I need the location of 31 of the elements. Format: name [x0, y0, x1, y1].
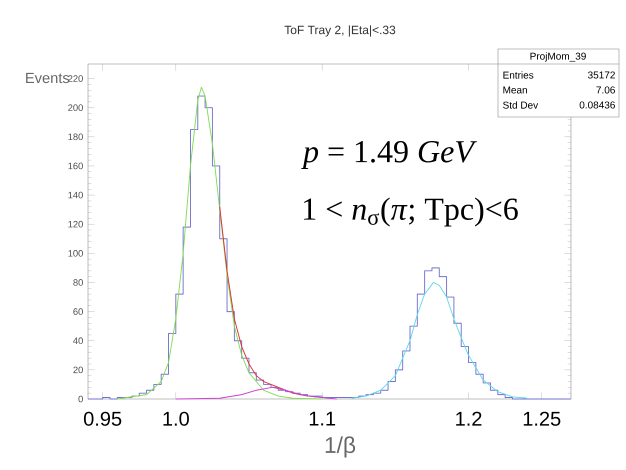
annotation: Std Dev: [503, 101, 538, 109]
y-tick-label: 100: [68, 250, 83, 257]
y-tick-label: 40: [73, 337, 83, 344]
y-tick-label: 0: [78, 396, 83, 402]
y-tick-label: 140: [68, 192, 83, 198]
line-series: [175, 386, 338, 400]
y-tick-label: 160: [68, 162, 83, 170]
x-tick-label: 1.2: [456, 412, 482, 426]
line-series: [350, 282, 528, 399]
y-tick-label: 120: [68, 220, 83, 228]
text: 0.08436: [580, 101, 615, 109]
y-tick-label: 200: [68, 104, 83, 111]
text: ProjMom_39: [530, 52, 586, 62]
y-tick-label: 220: [68, 75, 83, 82]
annotation: Mean: [503, 86, 527, 94]
annotation: p = 1.49 GeV: [301, 140, 477, 169]
y-tick-label: 80: [73, 279, 83, 286]
chart-title: ToF Tray 2, |Eta|<.33: [284, 25, 396, 37]
x-tick-label: 1.0: [163, 412, 189, 426]
x-tick-label: 1.25: [524, 412, 560, 426]
x-axis-title: 1/β: [326, 436, 356, 458]
y-tick-label: 60: [73, 308, 83, 315]
x-tick-label: 1.1: [310, 412, 336, 426]
y-tick-label: 20: [73, 366, 83, 374]
text: 7.06: [596, 86, 615, 94]
y-tick-label: 180: [68, 134, 83, 140]
annotation: 1 < n$_{σ}$(π; Tpc)<6: [304, 197, 518, 226]
text: 35172: [588, 71, 615, 79]
annotation: Entries: [503, 71, 534, 79]
x-tick-label: 0.95: [84, 412, 122, 426]
y-axis-title: Events: [26, 72, 70, 84]
